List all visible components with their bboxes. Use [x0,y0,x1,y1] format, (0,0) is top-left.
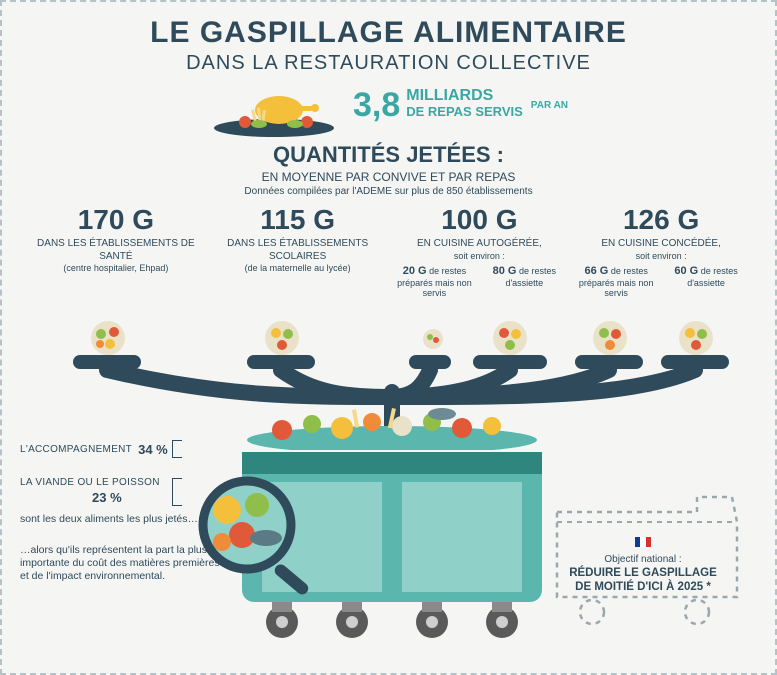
quantities-source: Données compilées par l'ADEME sur plus d… [2,186,775,197]
left-notes: L'ACCOMPAGNEMENT 34 % LA VIANDE OU LE PO… [20,442,220,584]
meals-served-row: 3,8 MILLIARDS DE REPAS SERVIS PAR AN [2,88,775,122]
bracket-icon [172,478,182,506]
quantities-subtitle: EN MOYENNE PAR CONVIVE ET PAR REPAS [2,170,775,184]
col-value: 100 G [394,204,566,236]
col-paren: soit environ : [575,251,747,262]
meals-unit-line2: DE REPAS SERVIS [406,105,523,119]
note-para2: …alors qu'ils représentent la part la pl… [20,544,220,583]
meals-served-text: 3,8 MILLIARDS DE REPAS SERVIS PAR AN [353,88,568,122]
col-value: 170 G [30,204,202,236]
col-school: 115 G DANS LES ÉTABLISSEMENTS SCOLAIRES … [212,204,384,299]
title-block: LE GASPILLAGE ALIMENTAIRE DANS LA RESTAU… [2,2,775,75]
split-bold: 80 G [493,265,517,277]
objective-label: Objectif national : [563,554,723,565]
note-meat-fish: LA VIANDE OU LE POISSON [20,477,220,488]
note-accompaniment: L'ACCOMPAGNEMENT 34 % [20,442,220,457]
meals-suffix: PAR AN [531,100,568,111]
col-paren: soit environ : [394,251,566,262]
col-value: 115 G [212,204,384,236]
col-split: 20 G de restes préparés mais non servis … [394,265,566,298]
col-value: 126 G [575,204,747,236]
split-bold: 66 G [584,265,608,277]
col-label: EN CUISINE AUTOGÉRÉE, [394,238,566,251]
note-pct: 34 % [138,442,168,457]
bracket-icon [172,440,182,458]
note-label: LA VIANDE OU LE POISSON [20,477,160,488]
col-label: EN CUISINE CONCÉDÉE, [575,238,747,251]
col-paren: (de la maternelle au lycée) [212,263,384,274]
infographic-root: LE GASPILLAGE ALIMENTAIRE DANS LA RESTAU… [0,0,777,675]
note-para1: sont les deux aliments les plus jetés… [20,513,220,526]
col-autogeree: 100 G EN CUISINE AUTOGÉRÉE, soit environ… [394,204,566,299]
meals-number: 3,8 [353,88,400,122]
objective-text: RÉDUIRE LE GASPILLAGE DE MOITIÉ D'ICI À … [563,567,723,595]
objective-box: Objectif national : RÉDUIRE LE GASPILLAG… [563,536,723,595]
title-sub: DANS LA RESTAURATION COLLECTIVE [2,52,775,75]
france-flag-icon [635,537,651,547]
food-pile-icon [242,400,542,450]
split-bold: 60 G [674,265,698,277]
meals-unit-line1: MILLIARDS [406,88,523,105]
food-plate-icon [209,88,339,122]
col-paren: (centre hospitalier, Ehpad) [30,263,202,274]
col-label: DANS LES ÉTABLISSEMENTS DE SANTÉ [30,238,202,263]
col-concedee: 126 G EN CUISINE CONCÉDÉE, soit environ … [575,204,747,299]
split-bold: 20 G [403,265,427,277]
col-health: 170 G DANS LES ÉTABLISSEMENTS DE SANTÉ (… [30,204,202,299]
quantities-title: QUANTITÉS JETÉES : [2,142,775,168]
col-split: 66 G de restes préparés mais non servis … [575,265,747,298]
note-label: L'ACCOMPAGNEMENT [20,444,132,455]
title-main: LE GASPILLAGE ALIMENTAIRE [2,16,775,50]
quantities-heading: QUANTITÉS JETÉES : EN MOYENNE PAR CONVIV… [2,142,775,197]
note-pct: 23 % [92,490,122,505]
quantity-columns: 170 G DANS LES ÉTABLISSEMENTS DE SANTÉ (… [2,204,775,299]
col-label: DANS LES ÉTABLISSEMENTS SCOLAIRES [212,238,384,263]
